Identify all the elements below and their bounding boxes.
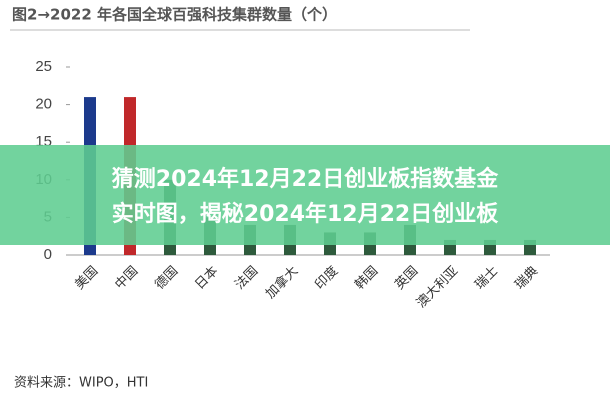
x-tick-label: 法国	[232, 264, 261, 293]
x-tick-label: 中国	[112, 264, 141, 293]
y-tick-label: 20	[35, 96, 52, 113]
x-tick-label: 英国	[392, 264, 421, 293]
x-tick-label: 瑞士	[472, 264, 501, 293]
chart-title: 图2→2022 年各国全球百强科技集群数量（个）	[12, 6, 337, 24]
x-tick-label: 韩国	[352, 264, 381, 293]
x-tick-label: 德国	[152, 264, 181, 293]
x-tick-label: 澳大利亚	[413, 263, 461, 311]
x-tick-label: 美国	[72, 264, 101, 293]
x-tick-label: 日本	[192, 264, 221, 293]
x-tick-label: 印度	[312, 263, 342, 293]
y-tick-label: 25	[35, 58, 52, 75]
source-note: 资料来源：WIPO，HTI	[14, 376, 148, 391]
x-tick-label: 瑞典	[512, 264, 541, 293]
banner-bg	[0, 145, 610, 245]
y-tick-label: 0	[44, 246, 52, 263]
banner-text: 猜测2024年12月22日创业板指数基金	[111, 166, 499, 192]
banner-text: 实时图，揭秘2024年12月22日创业板	[112, 201, 499, 227]
x-tick-label: 加拿大	[262, 263, 301, 302]
